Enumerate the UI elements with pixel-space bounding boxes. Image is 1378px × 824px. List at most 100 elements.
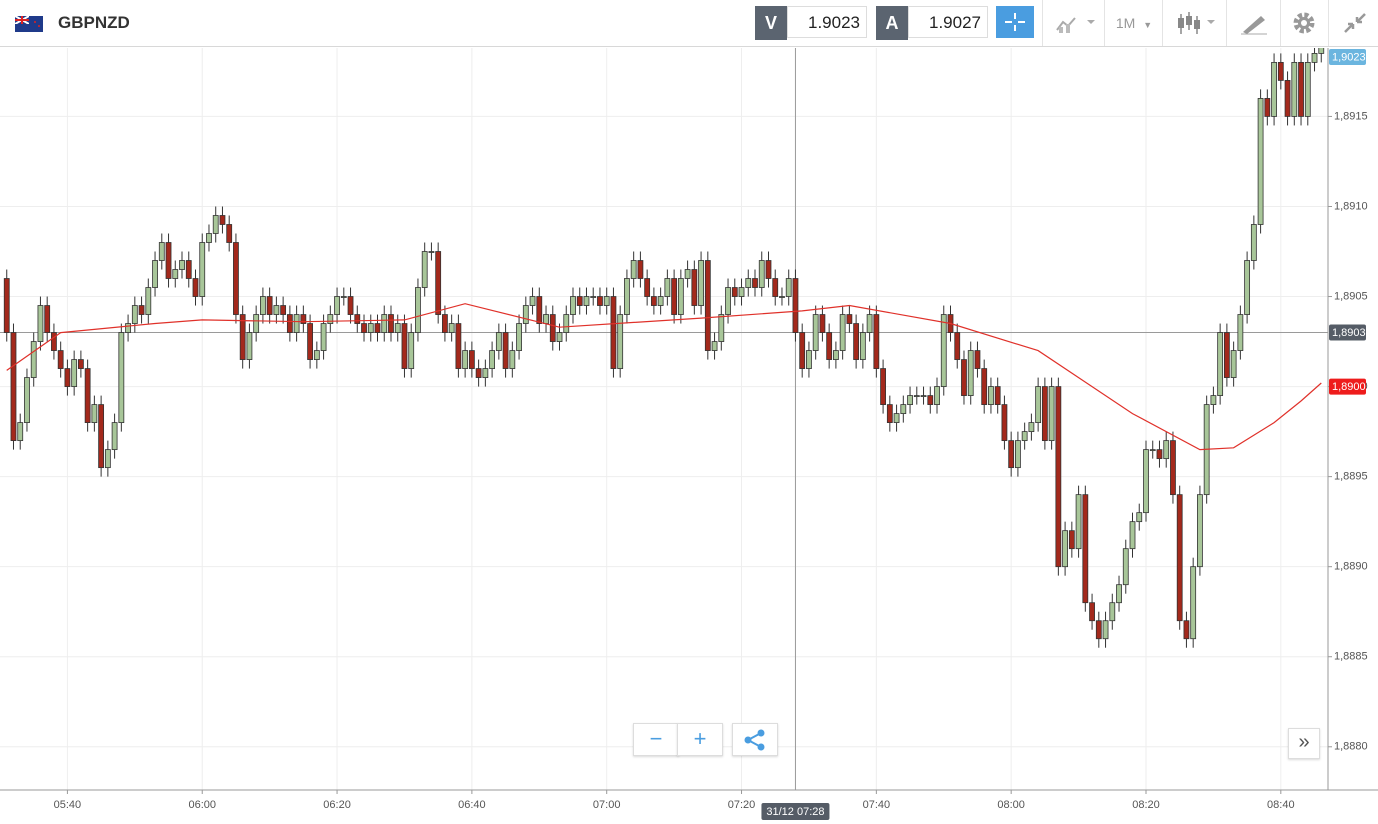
candle-body	[219, 215, 226, 225]
sell-button[interactable]: V	[755, 6, 787, 40]
candle-body	[415, 287, 421, 333]
candle-body	[125, 323, 131, 333]
candle-body	[307, 323, 313, 360]
header: GBPNZD V 1.9023 A 1.9027 1M ▼	[0, 0, 1378, 47]
current-price-label: 1,8900	[1332, 381, 1366, 393]
candle-body	[199, 242, 206, 297]
candle-body	[1304, 62, 1311, 117]
candle-body	[98, 404, 105, 469]
candle-body	[522, 305, 529, 324]
y-tick-label: 1,8905	[1334, 290, 1368, 302]
settings-button[interactable]	[1280, 0, 1329, 46]
candle-body	[610, 296, 617, 369]
current-price-label-box	[1329, 378, 1366, 395]
candle-body	[172, 269, 179, 279]
candle-body	[940, 314, 947, 387]
candle-body	[745, 278, 752, 288]
candle-body	[1082, 494, 1089, 604]
zoom-out-button[interactable]: −	[633, 723, 679, 756]
candle-body	[64, 368, 71, 387]
candle-body	[192, 278, 199, 297]
candle-body	[1109, 602, 1116, 622]
share-button[interactable]	[732, 723, 778, 756]
candle-body	[806, 350, 812, 369]
candle-body	[421, 251, 428, 288]
candle-body	[704, 260, 711, 351]
x-tick-label: 08:00	[997, 799, 1025, 811]
candle-body	[1062, 530, 1068, 568]
x-tick-label: 07:20	[728, 799, 756, 811]
candle-body	[1183, 620, 1190, 640]
candle-body	[1223, 332, 1230, 378]
candle-body	[691, 269, 698, 306]
candle-body	[475, 368, 482, 378]
candle-body	[428, 251, 435, 253]
candle-body	[131, 305, 138, 324]
buy-price[interactable]: 1.9027	[908, 6, 988, 38]
candle-body	[260, 296, 266, 315]
crosshair-price-label-box	[1329, 324, 1366, 341]
candle-body	[84, 368, 91, 424]
candle-body	[637, 260, 644, 279]
candle-body	[1217, 332, 1224, 396]
candle-body	[280, 305, 287, 315]
candle-body	[684, 269, 691, 279]
candle-button[interactable]	[1162, 0, 1227, 46]
candle-body	[543, 314, 549, 324]
zoom-in-button[interactable]: +	[677, 723, 723, 756]
candle-body	[981, 368, 988, 405]
candle-body	[367, 323, 374, 333]
candle-body	[1190, 566, 1197, 640]
candle-body	[246, 332, 253, 360]
candle-body	[1163, 440, 1170, 460]
candle-body	[273, 305, 280, 315]
collapse-button[interactable]	[1328, 0, 1378, 46]
candle-body	[152, 260, 158, 288]
candle-body	[1075, 494, 1082, 550]
timeframe-button[interactable]: 1M ▼	[1104, 0, 1163, 46]
candle-body	[442, 314, 448, 333]
candle-body	[165, 242, 172, 279]
candle-body	[779, 296, 785, 298]
candle-body	[859, 332, 866, 360]
candle-body	[1156, 449, 1163, 460]
candle-body	[3, 278, 10, 333]
candle-body	[111, 422, 118, 451]
candle-body	[1015, 440, 1021, 469]
symbol: GBPNZD	[58, 13, 130, 32]
candle-body	[725, 287, 731, 315]
candle-body	[354, 314, 361, 324]
candle-body	[1284, 80, 1291, 117]
buy-button[interactable]: A	[876, 6, 908, 40]
candle-body	[300, 314, 307, 324]
crosshair-button[interactable]	[996, 6, 1034, 38]
candle-body	[179, 260, 185, 270]
candle-body	[1055, 386, 1062, 568]
candle-body	[1210, 395, 1217, 405]
candle-body	[239, 314, 246, 360]
chart-type-button[interactable]	[1042, 0, 1105, 46]
sell-price[interactable]: 1.9023	[787, 6, 867, 38]
candle-body	[536, 296, 543, 324]
scroll-right-button[interactable]: »	[1288, 728, 1320, 759]
x-tick-label: 08:20	[1132, 799, 1160, 811]
x-tick-label: 07:40	[863, 799, 891, 811]
candle-body	[313, 350, 320, 360]
candle-body	[819, 314, 826, 333]
candle-body	[792, 278, 799, 333]
candle-body	[772, 278, 779, 297]
draw-button[interactable]	[1226, 0, 1281, 46]
candle-body	[462, 350, 469, 369]
candle-body	[1311, 53, 1318, 63]
candle-body	[961, 359, 967, 396]
candle-body	[927, 395, 934, 405]
candle-body	[334, 296, 340, 315]
candle-body	[1089, 602, 1095, 622]
candle-body	[1257, 98, 1264, 225]
candle-body	[1264, 98, 1271, 117]
candle-body	[1237, 314, 1244, 351]
plot-area	[0, 48, 1328, 790]
candle-body	[920, 395, 927, 397]
